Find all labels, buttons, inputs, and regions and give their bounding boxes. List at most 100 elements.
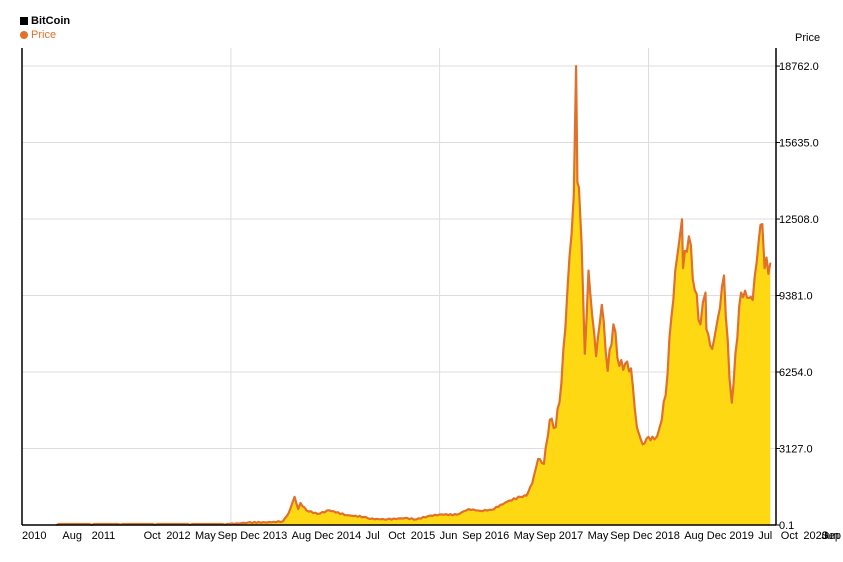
x-tick-label: 2012 (166, 530, 190, 542)
data-point (525, 494, 528, 497)
x-tick-label: Dec (633, 530, 653, 542)
data-point (363, 516, 366, 518)
x-tick-labels: 2010 Aug 2011 Oct 2012 May Sep Dec 2013 Aug Dec 201… (22, 530, 841, 542)
legend-square-icon (20, 17, 28, 25)
data-point (647, 436, 650, 438)
data-point (704, 291, 707, 294)
data-point (751, 299, 754, 301)
x-tick-label: May (195, 530, 216, 542)
x-tick-label: Sep (821, 530, 841, 542)
data-point (386, 518, 389, 521)
data-point (757, 240, 760, 243)
x-tick-label: 2016 (485, 530, 509, 542)
data-point (717, 316, 719, 318)
y-tick-labels: 0.1 3127.0 6254.0 9381.0 12508.0 15635.0 18762… (776, 61, 819, 532)
data-point (578, 186, 580, 189)
data-point (595, 355, 597, 358)
x-tick-label: Aug (62, 530, 82, 542)
x-tick-label: 2018 (655, 530, 679, 542)
data-point (728, 377, 731, 380)
x-tick-label: Jul (758, 530, 772, 542)
data-point (490, 508, 493, 511)
data-point (682, 267, 684, 270)
data-point (687, 235, 690, 238)
data-point (282, 520, 284, 523)
data-point (653, 438, 656, 441)
legend-series-label: Price (31, 29, 57, 41)
chart-axes (21, 48, 777, 526)
data-point (247, 521, 249, 524)
data-point (328, 509, 331, 512)
data-point (537, 458, 540, 460)
x-tick-label: Sep (536, 530, 556, 542)
data-point (369, 517, 371, 520)
data-point (415, 518, 418, 521)
data-point (630, 367, 632, 370)
data-point (508, 499, 511, 502)
x-tick-label: Sep (610, 530, 630, 542)
data-point (693, 289, 696, 292)
data-point (641, 443, 644, 446)
legend-title: BitCoin (31, 15, 71, 27)
x-tick-label: Oct (781, 530, 798, 542)
data-point (580, 242, 583, 245)
data-point (761, 223, 764, 226)
data-point (542, 462, 545, 465)
data-point (403, 517, 406, 520)
data-point (554, 426, 557, 429)
x-tick-label: 2017 (559, 530, 583, 542)
data-point (427, 515, 429, 518)
data-point (612, 323, 615, 326)
data-point (316, 513, 319, 515)
data-point (676, 255, 679, 257)
legend-dot-icon (20, 31, 28, 39)
x-tick-label: Dec (314, 530, 334, 542)
y-tick-label: 12508.0 (779, 214, 819, 226)
x-tick-label: Oct (144, 530, 161, 542)
data-point (587, 269, 590, 272)
data-point (635, 426, 638, 429)
data-point (576, 181, 579, 184)
y-tick-label: 15635.0 (779, 138, 819, 150)
data-point (769, 262, 772, 265)
x-tick-label: 2020 (803, 530, 827, 542)
data-point (681, 218, 683, 221)
data-point (624, 362, 627, 365)
x-tick-label: 2013 (263, 530, 287, 542)
legend: BitCoin Price (20, 14, 70, 42)
data-point (345, 514, 348, 517)
data-point (746, 296, 748, 299)
data-point (467, 508, 470, 510)
data-point (270, 521, 273, 524)
x-tick-label: 2019 (729, 530, 753, 542)
data-point (297, 508, 300, 510)
data-point (572, 193, 575, 196)
legend-series-row[interactable]: Price (20, 28, 70, 42)
x-tick-label: May (514, 530, 535, 542)
x-tick-label: Jun (440, 530, 458, 542)
data-point (763, 267, 766, 270)
data-point (531, 482, 534, 485)
data-point (293, 495, 296, 498)
x-tick-label: Jul (366, 530, 380, 542)
data-point (305, 509, 308, 512)
data-point (560, 382, 563, 385)
x-tick-label: Aug (684, 530, 704, 542)
data-point (618, 365, 621, 367)
price-line (56, 65, 772, 527)
data-point (740, 291, 743, 294)
x-tick-label: Sep (218, 530, 238, 542)
x-tick-label: Oct (388, 530, 405, 542)
data-point (658, 426, 661, 429)
x-tick-label: Jun (821, 530, 839, 542)
legend-title-row: BitCoin (20, 14, 70, 28)
x-tick-label: Dec (707, 530, 727, 542)
y-tick-label: 0.1 (779, 520, 794, 532)
data-point (566, 291, 569, 294)
data-point (730, 401, 733, 404)
data-point (575, 65, 577, 67)
x-tick-label: Dec (240, 530, 260, 542)
data-point (438, 513, 441, 516)
data-point (699, 323, 702, 326)
y-tick-label: 3127.0 (779, 444, 813, 456)
